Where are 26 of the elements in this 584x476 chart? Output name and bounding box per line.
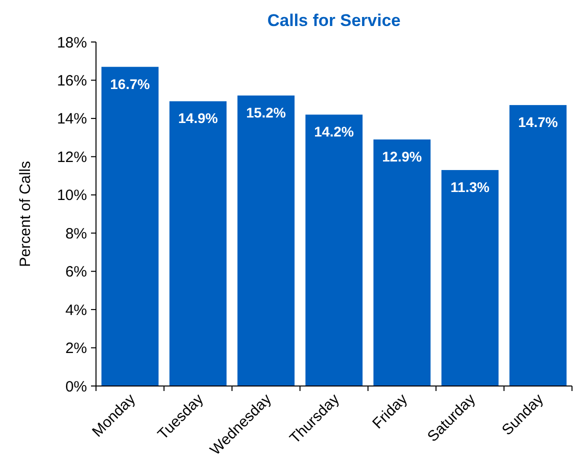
y-tick-label: 8%	[65, 225, 87, 242]
data-label: 11.3%	[450, 179, 490, 196]
y-tick-label: 0%	[65, 378, 87, 396]
data-label: 14.7%	[518, 114, 558, 130]
y-tick-label: 12%	[56, 148, 87, 166]
bar	[305, 114, 363, 386]
data-label: 12.9%	[382, 148, 422, 164]
bar	[373, 139, 431, 386]
chart-title: Calls for Service	[267, 11, 401, 30]
data-label: 14.2%	[314, 124, 354, 140]
bar	[509, 105, 567, 386]
data-label: 15.2%	[246, 104, 286, 121]
y-tick-label: 4%	[65, 302, 87, 319]
y-tick-label: 16%	[56, 72, 87, 90]
data-label: 16.7%	[110, 76, 150, 92]
y-tick-label: 18%	[56, 34, 87, 52]
y-tick-label: 14%	[56, 110, 87, 128]
y-tick-label: 6%	[65, 264, 87, 281]
y-tick-label: 2%	[65, 340, 87, 358]
y-tick-label: 10%	[56, 187, 87, 204]
bar	[441, 170, 499, 386]
bar	[237, 96, 295, 386]
bar	[101, 66, 159, 386]
bar	[169, 101, 227, 386]
y-axis-title: Percent of Calls	[17, 161, 34, 267]
data-label: 14.9%	[178, 110, 218, 126]
